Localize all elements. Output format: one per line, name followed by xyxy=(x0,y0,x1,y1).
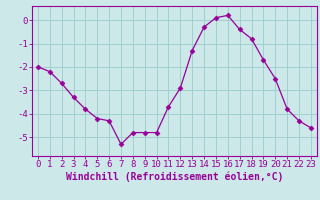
X-axis label: Windchill (Refroidissement éolien,°C): Windchill (Refroidissement éolien,°C) xyxy=(66,172,283,182)
